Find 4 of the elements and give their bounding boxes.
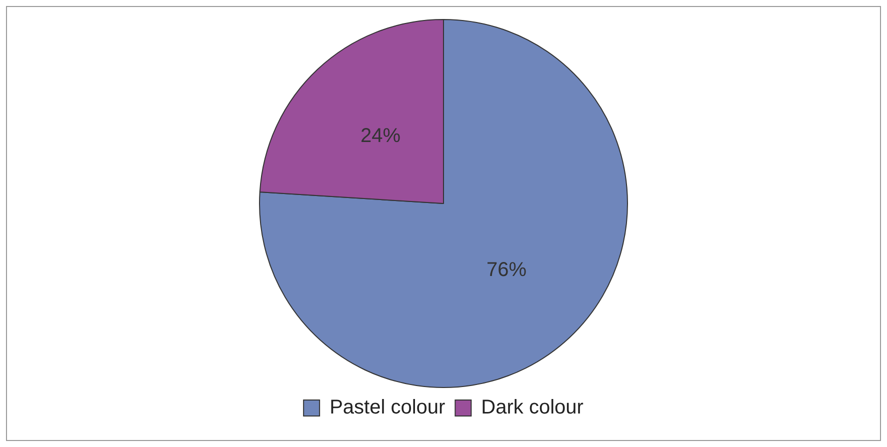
data-label: 76% [486,259,527,282]
legend-label: Dark colour [481,396,584,419]
legend-label: Pastel colour [330,396,446,419]
data-label: 24% [360,124,401,147]
